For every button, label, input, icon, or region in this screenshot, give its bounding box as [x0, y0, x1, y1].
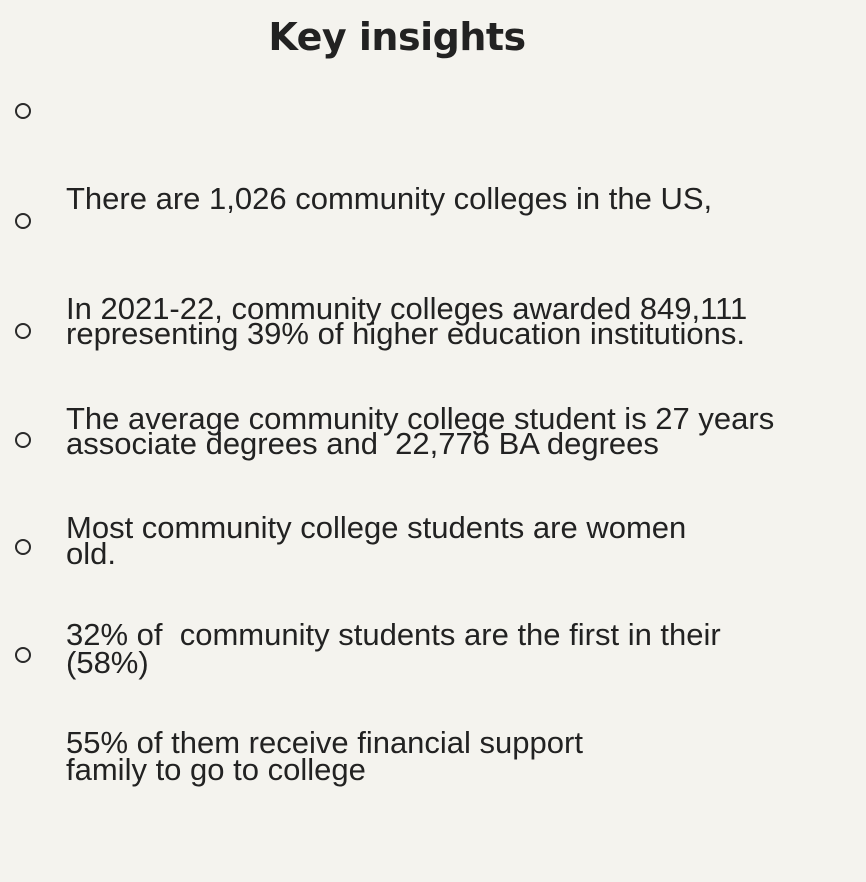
insight-text: Most community college students are wome…: [66, 510, 687, 680]
insight-text: 55% of them receive financial support: [66, 725, 583, 760]
insight-text: The average community college student is…: [66, 401, 775, 571]
circle-bullet-icon: [15, 432, 31, 448]
insight-text: In 2021-22, community colleges awarded 8…: [66, 291, 748, 461]
insight-text: There are 1,026 community colleges in th…: [66, 181, 745, 351]
slide: Key insights There are 1,026 community c…: [15, 15, 775, 787]
circle-bullet-icon: [15, 213, 31, 229]
slide-title: Key insights: [268, 15, 526, 59]
circle-bullet-icon: [15, 539, 31, 555]
circle-bullet-icon: [15, 647, 31, 663]
circle-bullet-icon: [15, 103, 31, 119]
circle-bullet-icon: [15, 323, 31, 339]
